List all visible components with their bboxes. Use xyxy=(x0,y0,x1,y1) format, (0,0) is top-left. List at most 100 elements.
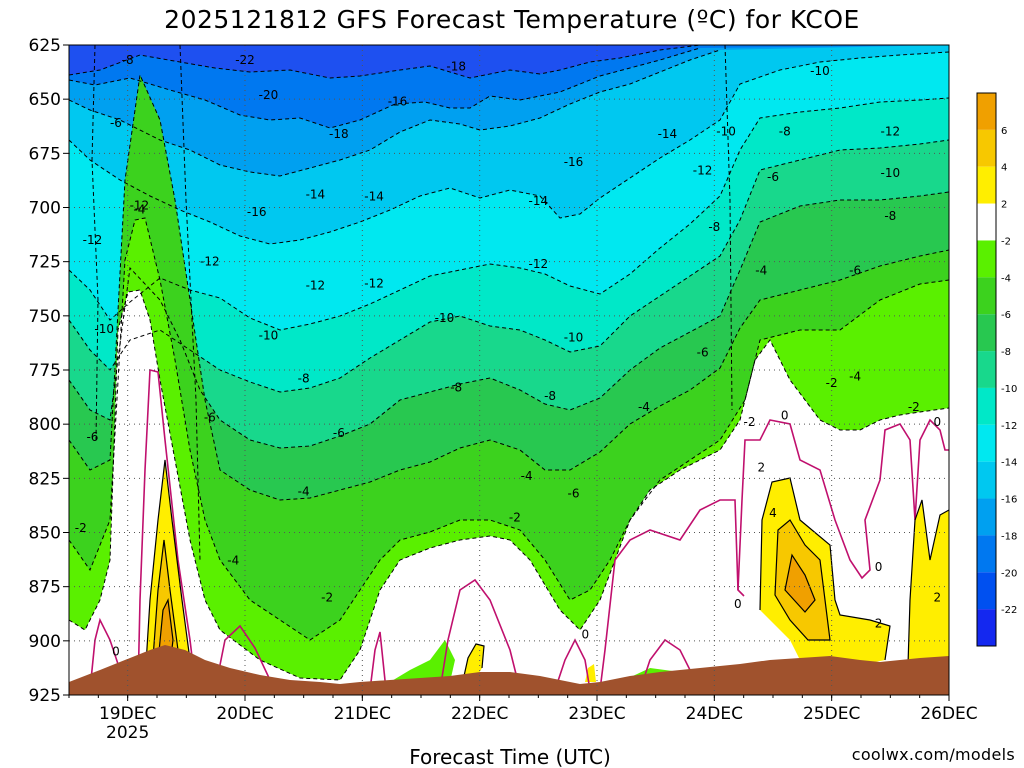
colorbar-swatch xyxy=(977,387,996,425)
contour-label: -14 xyxy=(529,194,549,208)
contour-label: -4 xyxy=(638,400,650,414)
grid xyxy=(69,45,949,695)
contour-label: -8 xyxy=(450,380,462,394)
contour-label: -22 xyxy=(235,53,255,67)
y-tick-label: 775 xyxy=(29,361,61,381)
colorbar-swatch xyxy=(977,240,996,278)
contour-label: -2 xyxy=(908,400,920,414)
credit-text: coolwx.com/models xyxy=(852,745,1015,764)
colorbar-swatch xyxy=(977,609,996,646)
x-tick-label: 24DEC xyxy=(686,704,743,724)
colorbar-swatch xyxy=(977,424,996,462)
contour-label: -6 xyxy=(568,487,580,501)
contour-label: 0 xyxy=(933,415,941,429)
y-tick-label: 750 xyxy=(29,307,61,327)
y-tick-label: 825 xyxy=(29,469,61,489)
contour-label: -16 xyxy=(247,205,267,219)
contour-label: 2 xyxy=(875,617,883,631)
chart-title: 2025121812 GFS Forecast Temperature (ºC)… xyxy=(164,5,860,34)
colorbar-label: -6 xyxy=(1001,310,1011,321)
contour-label: -6 xyxy=(697,346,709,360)
colorbar-label: -22 xyxy=(1001,605,1017,616)
colorbar: 6 4 2 -2 -4 -6 -8 -10 -12 -14 -16 -18 -20 -22 xyxy=(976,92,1017,647)
contour-labels: -22-20-18-16-14-12-10-8-6-4-2-12-8-6-4-1… xyxy=(75,53,941,659)
contour-label: -14 xyxy=(658,127,678,141)
contour-label: -12 xyxy=(693,164,713,178)
contour-label: -8 xyxy=(122,53,134,67)
contour-label: -12 xyxy=(881,125,901,139)
colorbar-label: 6 xyxy=(1001,126,1007,137)
colorbar-swatch xyxy=(977,129,996,167)
contour-label: -10 xyxy=(435,311,455,325)
contour-label: -6 xyxy=(86,430,98,444)
contour-label: -10 xyxy=(716,125,736,139)
contour-label: -18 xyxy=(329,127,349,141)
colorbar-label: -4 xyxy=(1001,273,1011,284)
contour-label: 2 xyxy=(757,461,765,475)
contour-label: -8 xyxy=(708,220,720,234)
y-tick-label: 675 xyxy=(29,144,61,164)
x-year-label: 2025 xyxy=(106,723,149,743)
colorbar-swatch xyxy=(977,351,996,388)
y-tick-label: 700 xyxy=(29,199,61,219)
contour-label: -6 xyxy=(333,426,345,440)
colorbar-label: -18 xyxy=(1001,531,1017,542)
contour-label: -16 xyxy=(564,155,584,169)
colorbar-swatch xyxy=(977,535,996,573)
x-tick-label: 26DEC xyxy=(920,704,977,724)
contour-label: -6 xyxy=(204,411,216,425)
contour-label: 0 xyxy=(112,645,120,659)
contour-label: -12 xyxy=(529,257,549,271)
contour-label: -6 xyxy=(849,263,861,277)
colorbar-label: -20 xyxy=(1001,568,1017,579)
x-tick-label: 25DEC xyxy=(803,704,860,724)
y-tick-label: 650 xyxy=(29,90,61,110)
colorbar-label: -2 xyxy=(1001,236,1011,247)
x-tick-label: 23DEC xyxy=(568,704,625,724)
contour-label: -12 xyxy=(364,276,384,290)
colorbar-swatch xyxy=(977,277,996,315)
contour-label: -10 xyxy=(810,64,830,78)
colorbar-label: 2 xyxy=(1001,200,1007,211)
contour-label: -2 xyxy=(826,376,838,390)
contour-label: -10 xyxy=(259,328,279,342)
contour-label: -16 xyxy=(388,94,408,108)
y-tick-label: 800 xyxy=(29,415,61,435)
contour-label: -4 xyxy=(849,370,861,384)
colorbar-label: -14 xyxy=(1001,458,1017,469)
colorbar-swatch xyxy=(977,498,996,536)
contour-label: -14 xyxy=(306,188,326,202)
y-axis: 625 650 675 700 725 750 775 800 825 850 875 900 925 xyxy=(29,36,69,706)
colorbar-swatch xyxy=(977,166,996,204)
contour-label: -10 xyxy=(564,331,584,345)
y-tick-label: 725 xyxy=(29,253,61,273)
temperature-field: -22-20-18-16-14-12-10-8-6-4-2-12-8-6-4-1… xyxy=(69,45,949,695)
contour-label: 0 xyxy=(781,409,789,423)
contour-label: -8 xyxy=(544,389,556,403)
contour-label: -12 xyxy=(83,233,103,247)
contour-label: -6 xyxy=(110,116,122,130)
colorbar-swatch xyxy=(977,93,996,130)
contour-label: -6 xyxy=(767,170,779,184)
y-tick-label: 925 xyxy=(29,686,61,706)
y-tick-label: 900 xyxy=(29,632,61,652)
colorbar-label: 4 xyxy=(1001,163,1007,174)
contour-label: -18 xyxy=(446,60,466,74)
contour-label: -4 xyxy=(755,263,767,277)
x-tick-label: 22DEC xyxy=(451,704,508,724)
contour-label: -2 xyxy=(321,591,333,605)
contour-label: -4 xyxy=(227,554,239,568)
colorbar-swatch xyxy=(977,203,996,241)
contour-label: -10 xyxy=(94,322,114,336)
x-axis: 19DEC 20DEC 21DEC 22DEC 23DEC 24DEC 25DEC 26DEC… xyxy=(68,695,978,743)
terrain-fill xyxy=(69,645,949,695)
colorbar-swatch xyxy=(977,572,996,610)
contour-label: -14 xyxy=(364,190,384,204)
contour-label: -2 xyxy=(75,521,87,535)
contour-label: -10 xyxy=(881,166,901,180)
contour-label: 4 xyxy=(769,506,777,520)
y-tick-label: 875 xyxy=(29,578,61,598)
contour-label: -8 xyxy=(298,372,310,386)
contour-label: -4 xyxy=(521,469,533,483)
